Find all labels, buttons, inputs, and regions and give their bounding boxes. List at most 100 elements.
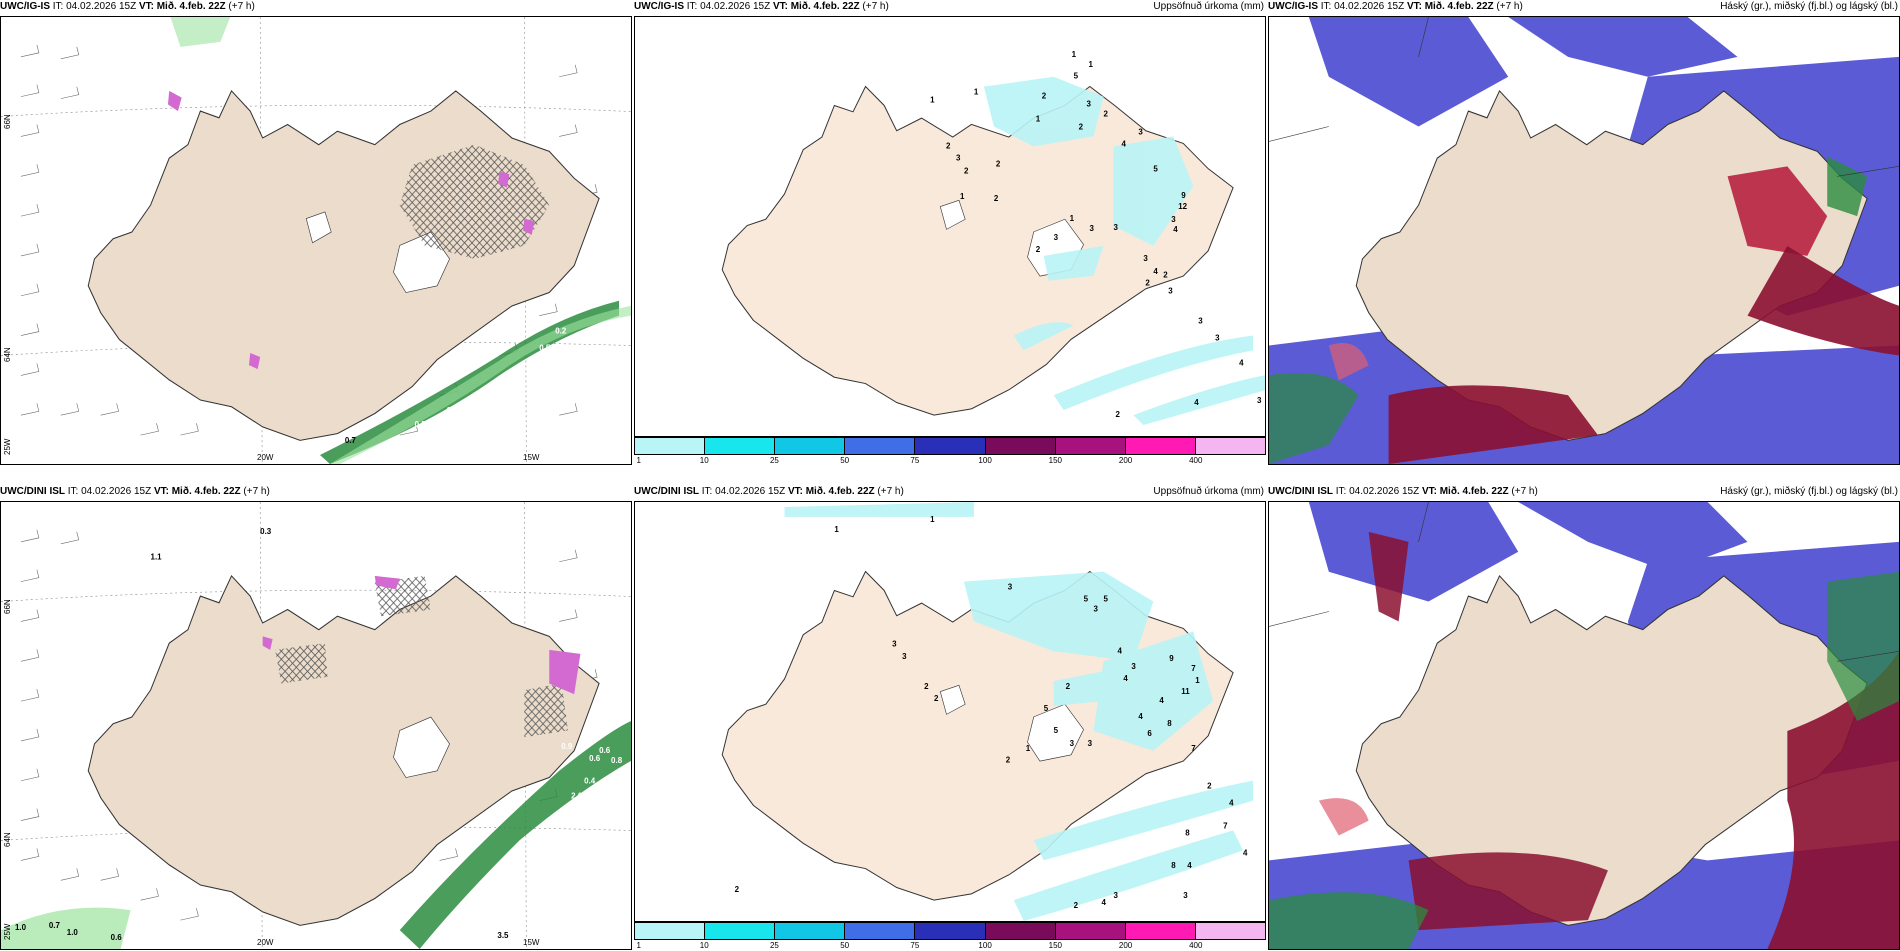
svg-text:3: 3 [1215, 333, 1220, 342]
colorbar-swatch [635, 438, 706, 454]
panel-field-label: Uppsöfnuð úrkoma (mm) [1153, 1, 1264, 12]
svg-text:8: 8 [1167, 719, 1172, 728]
svg-text:7: 7 [1191, 744, 1196, 753]
svg-text:3: 3 [1054, 233, 1059, 242]
colorbar-swatch [1055, 923, 1126, 939]
svg-text:1.0: 1.0 [67, 928, 79, 937]
svg-text:0.6: 0.6 [111, 933, 123, 942]
svg-text:3: 3 [1183, 891, 1188, 900]
map-frame[interactable]: 1.0 0.7 0.6 1.0 0.3 1.1 0.9 0.6 0.4 0.7 … [0, 501, 632, 950]
svg-text:11: 11 [1181, 687, 1190, 696]
svg-text:4: 4 [1243, 848, 1248, 857]
colorbar-label: 10 [699, 456, 709, 465]
svg-text:1: 1 [960, 192, 965, 201]
svg-text:4: 4 [1153, 267, 1158, 276]
svg-text:1: 1 [1070, 214, 1075, 223]
lon-label: 15W [523, 453, 540, 462]
svg-text:2: 2 [1115, 410, 1120, 419]
colorbar-label: 100 [978, 456, 992, 465]
lat-label: 66N [3, 599, 12, 614]
svg-text:2: 2 [994, 194, 999, 203]
svg-text:0.9: 0.9 [551, 833, 563, 842]
svg-text:4: 4 [1187, 861, 1192, 870]
svg-text:1: 1 [1036, 115, 1041, 124]
svg-text:4: 4 [1229, 799, 1234, 808]
panel-clouds-dini: UWC/DINI ISL IT: 04.02.2026 15Z VT: Mið.… [1268, 485, 1900, 950]
svg-text:2: 2 [946, 141, 951, 150]
svg-text:2: 2 [934, 694, 939, 703]
panel-field-label: Háský (gr.), miðský (fj.bl.) og lágský (… [1720, 486, 1898, 497]
colorbar-label: 200 [1118, 456, 1133, 465]
svg-text:3: 3 [902, 652, 907, 661]
svg-text:2: 2 [1163, 271, 1168, 280]
panel-title: UWC/DINI ISL IT: 04.02.2026 15Z VT: Mið.… [0, 486, 270, 497]
svg-text:0.2: 0.2 [555, 327, 567, 336]
colorbar-label: 200 [1118, 941, 1133, 950]
panel-precip-dini: UWC/DINI ISL IT: 04.02.2026 15Z VT: Mið.… [634, 485, 1266, 950]
panel-field-label: Háský (gr.), miðský (fj.bl.) og lágský (… [1720, 1, 1898, 12]
svg-text:1: 1 [1195, 676, 1200, 685]
svg-text:3: 3 [1090, 224, 1095, 233]
svg-text:3: 3 [1257, 396, 1262, 405]
svg-text:0.6: 0.6 [589, 754, 601, 763]
lon-label: 15W [523, 938, 540, 947]
svg-text:4: 4 [1121, 139, 1126, 148]
map-canvas: 1 1 1 3 2 1 2 4 3 2 3 2 2 1 2 5 9 12 3 4 [635, 17, 1265, 436]
svg-text:2: 2 [1207, 782, 1212, 791]
svg-text:1: 1 [930, 96, 935, 105]
colorbar-label: 1 [636, 941, 641, 950]
svg-text:4: 4 [1102, 898, 1107, 907]
svg-text:3: 3 [1138, 127, 1143, 136]
map-canvas: 0.7 0.5 0.4 0.2 0.2 0.5 0.2 0.2 0.2 [1, 17, 631, 464]
svg-text:2: 2 [1074, 901, 1079, 910]
svg-text:9: 9 [1181, 191, 1186, 200]
colorbar-label: 75 [910, 941, 920, 950]
precip-colorbar: 1 10 25 50 75 100 150 200 400 [634, 922, 1266, 950]
colorbar-swatch [845, 438, 916, 454]
svg-text:1: 1 [1089, 60, 1094, 69]
map-frame[interactable]: 2 1 1 3 5 3 5 4 3 4 3 3 2 2 4 9 7 1 11 8 [634, 501, 1266, 922]
svg-text:4: 4 [1138, 712, 1143, 721]
panel-title: UWC/IG-IS IT: 04.02.2026 15Z VT: Mið. 4.… [634, 1, 889, 12]
svg-text:2: 2 [1066, 682, 1071, 691]
svg-text:3: 3 [1070, 739, 1075, 748]
svg-text:7: 7 [1191, 664, 1196, 673]
map-frame[interactable] [1268, 501, 1900, 950]
svg-text:3: 3 [1131, 662, 1136, 671]
svg-text:3: 3 [1168, 287, 1173, 296]
precip-colorbar: 1 10 25 50 75 100 150 200 400 [634, 437, 1266, 465]
map-frame[interactable]: 1 1 1 3 2 1 2 4 3 2 3 2 2 1 2 5 9 12 3 4 [634, 16, 1266, 437]
colorbar-label: 400 [1189, 456, 1203, 465]
svg-text:1: 1 [930, 515, 935, 524]
colorbar-label: 75 [910, 456, 920, 465]
lat-label: 66N [3, 114, 12, 129]
colorbar-swatch [1195, 438, 1265, 454]
svg-text:4: 4 [1117, 646, 1122, 655]
svg-text:12: 12 [1178, 202, 1187, 211]
svg-text:2: 2 [1006, 756, 1011, 765]
panel-title: UWC/IG-IS IT: 04.02.2026 15Z VT: Mið. 4.… [0, 1, 255, 12]
map-frame[interactable]: 0.7 0.5 0.4 0.2 0.2 0.5 0.2 0.2 0.2 20W … [0, 16, 632, 465]
svg-text:4: 4 [1173, 225, 1178, 234]
colorbar-label: 100 [978, 941, 992, 950]
colorbar-label: 1 [636, 456, 641, 465]
svg-text:0.4: 0.4 [447, 406, 459, 415]
colorbar-swatch [1125, 923, 1196, 939]
svg-text:3: 3 [1143, 254, 1148, 263]
svg-text:5: 5 [1074, 72, 1079, 81]
svg-text:2: 2 [1079, 122, 1084, 131]
map-frame[interactable] [1268, 16, 1900, 465]
colorbar-label: 400 [1189, 941, 1203, 950]
svg-text:5: 5 [1054, 726, 1059, 735]
svg-text:2: 2 [964, 166, 969, 175]
colorbar-label: 25 [769, 941, 779, 950]
colorbar-swatch [985, 438, 1056, 454]
svg-text:2: 2 [1042, 92, 1047, 101]
map-canvas [1269, 17, 1899, 464]
svg-text:0.7: 0.7 [49, 921, 61, 930]
lat-label: 64N [3, 832, 12, 847]
svg-text:3: 3 [1094, 604, 1099, 613]
svg-text:0.5: 0.5 [415, 420, 427, 429]
colorbar-label: 10 [699, 941, 709, 950]
svg-text:2: 2 [1036, 245, 1041, 254]
